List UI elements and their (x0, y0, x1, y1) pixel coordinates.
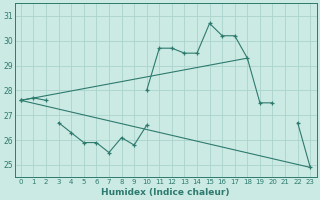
X-axis label: Humidex (Indice chaleur): Humidex (Indice chaleur) (101, 188, 230, 197)
